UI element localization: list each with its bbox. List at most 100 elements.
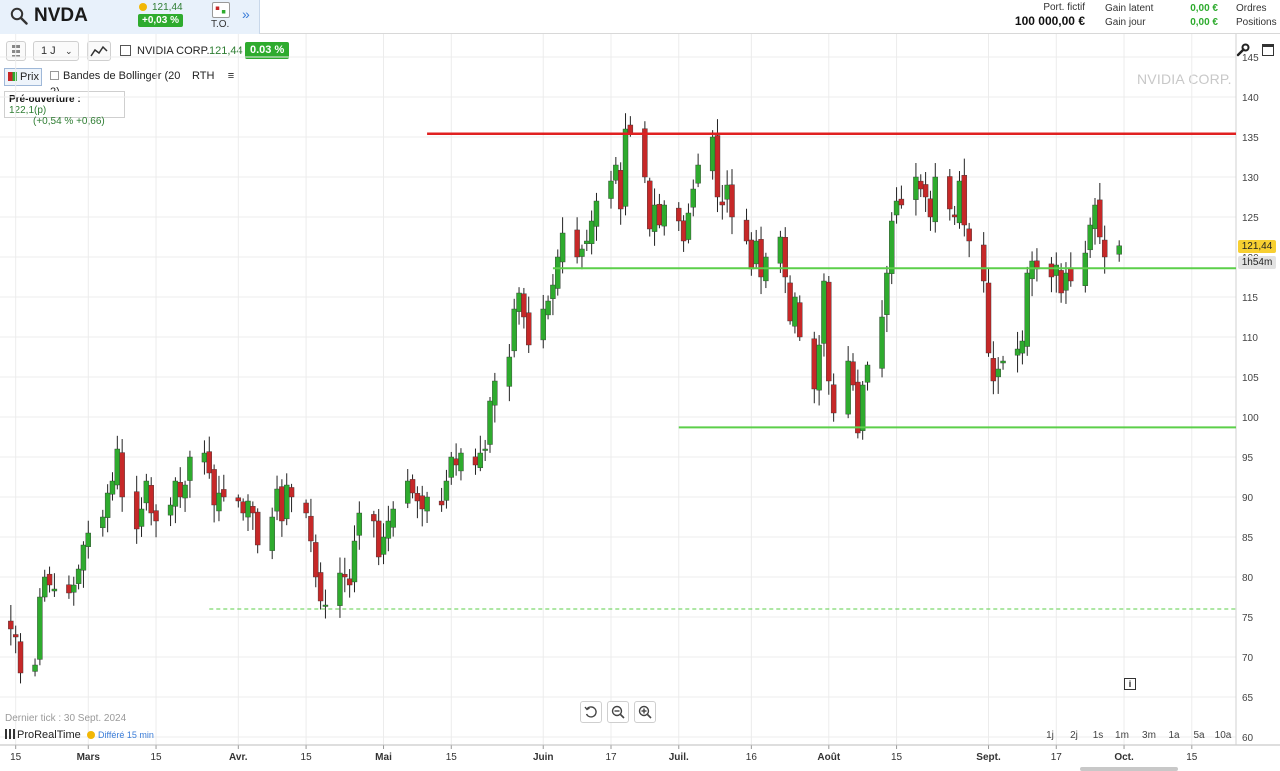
candle-body (472, 456, 479, 466)
candle-body (753, 240, 759, 265)
legend-menu-icon[interactable]: ≡ (227, 70, 235, 82)
candle-body (274, 488, 280, 512)
horizontal-scrollbar[interactable] (1080, 767, 1178, 771)
delay-notice: Différé 15 min (87, 730, 154, 740)
candle-body (1034, 260, 1040, 270)
candle-body (380, 536, 387, 555)
y-tick-label: 65 (1242, 693, 1254, 704)
period-button-1s[interactable]: 1s (1092, 730, 1104, 741)
positions-link[interactable]: Positions (1236, 17, 1277, 28)
candle-body (138, 508, 145, 527)
legend-rth[interactable]: RTH (192, 70, 215, 82)
info-icon[interactable]: i (1124, 678, 1136, 690)
portfolio-label: Port. fictif (1043, 2, 1085, 13)
candle-body (922, 184, 929, 198)
period-button-1m[interactable]: 1m (1115, 730, 1129, 741)
candle-body (714, 135, 721, 198)
candle-body (506, 356, 513, 387)
zoom-out-button[interactable] (607, 701, 629, 723)
candle-body (133, 491, 140, 530)
symbol-text[interactable]: NVDA (34, 5, 88, 26)
interval-select[interactable]: 1 J ⌄ (33, 41, 79, 61)
candle-body (1014, 348, 1021, 356)
candle-body (961, 174, 968, 226)
candle-body (613, 164, 619, 181)
candle-body (593, 200, 600, 227)
period-button-1a[interactable]: 1a (1168, 730, 1180, 741)
candle-body (390, 508, 396, 528)
candle-body (85, 532, 91, 547)
x-tick-label: 15 (891, 752, 903, 763)
candle-body (1058, 270, 1064, 294)
chart-type-icon (90, 45, 108, 58)
chevron-down-icon: ⌄ (65, 46, 73, 56)
period-button-5a[interactable]: 5a (1193, 730, 1205, 741)
candle-body (511, 308, 517, 352)
period-button-2j[interactable]: 2j (1070, 730, 1078, 741)
candle-body (279, 486, 285, 522)
candle-body (32, 664, 38, 672)
layout-toggle-button[interactable] (6, 41, 26, 61)
window-icon[interactable] (1262, 44, 1274, 56)
period-button-1j[interactable]: 1j (1046, 730, 1054, 741)
reset-zoom-button[interactable] (580, 701, 602, 723)
candle-body (487, 400, 493, 445)
candle-body (216, 492, 222, 512)
candle-body (884, 272, 890, 315)
candle-body (758, 239, 764, 278)
checkbox-icon[interactable] (50, 71, 59, 80)
candle-body (211, 469, 217, 506)
x-tick-label: 15 (446, 752, 458, 763)
candle-body (42, 576, 48, 598)
candle-body (680, 220, 687, 242)
candle-body (951, 214, 958, 218)
candle-body (550, 284, 556, 299)
legend-price[interactable]: Prix (4, 68, 42, 86)
legend-bollinger[interactable]: Bandes de Bollinger (20 2) (48, 68, 186, 98)
symbol-box[interactable]: NVDA 121,44 +0,03 % T.O. » (0, 0, 260, 34)
x-tick-label: 17 (605, 752, 617, 763)
zoom-in-icon (638, 705, 652, 719)
candle-body (419, 495, 425, 510)
y-tick-label: 105 (1242, 373, 1259, 384)
x-tick-label: Juin (533, 752, 554, 763)
candle-body (346, 578, 353, 586)
candle-body (719, 201, 726, 206)
wrench-icon[interactable] (1236, 43, 1250, 57)
orders-link[interactable]: Ordres (1236, 3, 1267, 14)
period-button-10a[interactable]: 10a (1214, 730, 1232, 741)
candle-body (308, 515, 314, 542)
candle-body (143, 480, 150, 504)
order-ticket-icon[interactable] (212, 2, 230, 18)
x-tick-label: Août (817, 752, 840, 763)
chart-type-button[interactable] (87, 41, 111, 61)
candle-body (167, 504, 174, 516)
order-ticket-label[interactable]: T.O. (211, 19, 230, 30)
y-tick-label: 70 (1242, 653, 1254, 664)
search-icon[interactable] (10, 7, 28, 25)
legend-price-label: Prix (20, 71, 39, 83)
top-bar: NVDA 121,44 +0,03 % T.O. » Port. fictif … (0, 0, 1280, 34)
portfolio-summary[interactable]: Port. fictif 100 000,00 € (1010, 2, 1085, 28)
candle-body (414, 493, 421, 502)
candle-body (443, 480, 450, 501)
period-button-3m[interactable]: 3m (1142, 730, 1156, 741)
candle-body (516, 292, 522, 312)
zoom-in-button[interactable] (634, 701, 656, 723)
candle-body (37, 596, 43, 660)
candle-body (375, 520, 382, 558)
candle-body (356, 512, 363, 536)
countdown-tag: 1h54m (1238, 256, 1276, 269)
y-tick-label: 125 (1242, 213, 1259, 224)
expand-icon[interactable]: » (242, 6, 250, 22)
candle-body (690, 188, 696, 208)
y-tick-label: 80 (1242, 573, 1254, 584)
candle-body (724, 184, 730, 200)
candle-body (438, 500, 445, 506)
candle-body (966, 228, 972, 242)
candle-body (647, 180, 653, 230)
candle-body (75, 568, 82, 584)
last-price-tag: 121,44 (1238, 240, 1276, 253)
